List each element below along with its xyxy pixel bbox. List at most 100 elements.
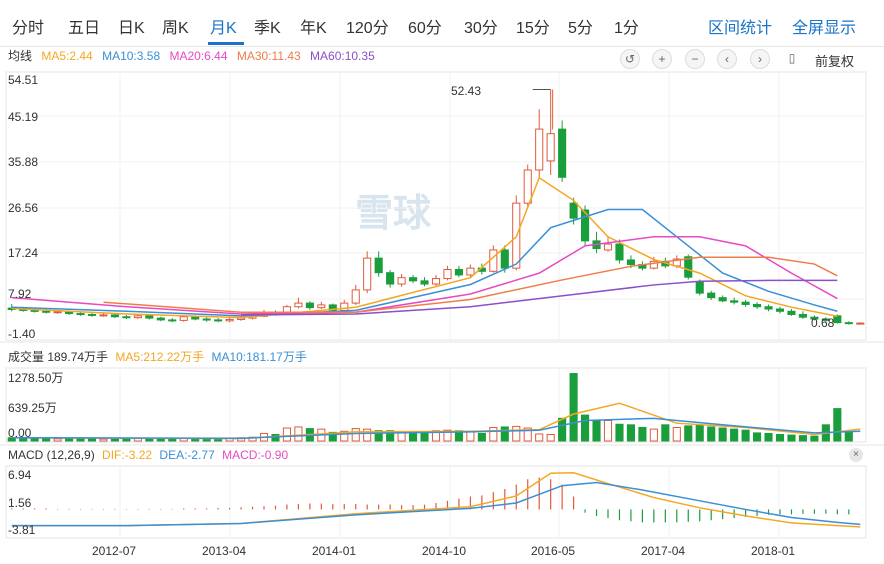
candle-body	[615, 243, 624, 261]
zoom-in-icon[interactable]: +	[652, 49, 672, 69]
candle-body	[695, 281, 704, 294]
candle-body	[581, 209, 590, 242]
candle-body	[730, 300, 739, 303]
adjust-mode-select[interactable]: 前复权	[815, 54, 855, 69]
candle-body	[603, 243, 613, 251]
tab-4[interactable]: 月K	[210, 20, 237, 37]
volume-bar	[122, 438, 131, 442]
candle-body	[214, 319, 223, 322]
tab-0[interactable]: 分时	[12, 20, 45, 37]
candle-body	[707, 292, 716, 299]
volume-bar	[500, 426, 509, 442]
price-axis-label: 17.24	[8, 246, 39, 260]
dea-line	[11, 481, 861, 527]
candle-body	[684, 256, 693, 278]
candle-body	[546, 133, 555, 162]
candle-body	[179, 316, 188, 321]
tab-5[interactable]: 季K	[254, 20, 281, 37]
candle-body	[191, 316, 200, 320]
volume-bar	[672, 427, 681, 442]
volume-bar	[615, 423, 624, 442]
volume-bar	[626, 424, 635, 442]
tab-12[interactable]: 1分	[614, 20, 639, 37]
volume-bar	[30, 437, 39, 442]
candle-body	[133, 315, 142, 319]
ma-line-0	[11, 176, 838, 319]
scroll-right-icon[interactable]: ›	[750, 49, 770, 69]
candle-body	[99, 314, 108, 317]
volume-bar	[844, 431, 853, 442]
volume-bar	[523, 427, 532, 442]
volume-bar	[271, 434, 280, 442]
volume-bar	[798, 435, 807, 442]
tab-8[interactable]: 60分	[408, 20, 442, 37]
candle-body	[340, 302, 349, 311]
candle-body	[87, 313, 97, 316]
volume-bar	[810, 435, 819, 442]
panel-frame	[5, 367, 867, 443]
candle-body	[844, 322, 853, 325]
volume-bar	[477, 432, 486, 442]
ma60-value: MA60:10.35	[310, 49, 375, 63]
volume-bar	[638, 427, 647, 442]
volume-bar	[558, 417, 567, 442]
tab-7[interactable]: 120分	[346, 20, 389, 37]
candle-body	[489, 249, 498, 272]
volume-bar	[328, 431, 337, 442]
volume-bar	[546, 434, 555, 442]
panel-frame	[5, 465, 867, 539]
volume-bar	[581, 414, 590, 442]
dea-value: DEA:-2.77	[159, 448, 215, 462]
price-axis-label: 45.19	[8, 110, 39, 124]
zoom-out-icon[interactable]: −	[685, 49, 705, 69]
volume-legend: 成交量 189.74万手 MA5:212.22万手 MA10:181.17万手	[8, 348, 311, 365]
tab-6[interactable]: 年K	[300, 20, 327, 37]
candle-body	[202, 318, 211, 321]
candle-body	[718, 297, 727, 302]
snowball-watermark: 雪球	[355, 193, 432, 235]
volume-axis-label: 1278.50万	[8, 371, 64, 385]
tab-9[interactable]: 30分	[464, 20, 498, 37]
candle-body	[523, 169, 532, 204]
close-icon[interactable]: ×	[849, 448, 863, 462]
candle-body	[53, 311, 62, 314]
reset-icon[interactable]: ↺	[620, 49, 640, 69]
tab-3[interactable]: 周K	[162, 20, 189, 37]
volume-bar	[512, 425, 521, 442]
candle-body	[374, 257, 383, 274]
volume-bar	[386, 430, 395, 442]
tab-11[interactable]: 5分	[568, 20, 593, 37]
candle-body	[741, 301, 750, 305]
candle-body	[558, 128, 567, 178]
ma-line-4	[241, 279, 838, 316]
scroll-left-icon[interactable]: ‹	[717, 49, 737, 69]
volume-bar	[707, 426, 716, 442]
candle-body	[753, 303, 762, 308]
fullscreen-link[interactable]: 全屏显示	[792, 20, 857, 37]
tab-1[interactable]: 五日	[68, 20, 101, 37]
ma20-value: MA20:6.44	[169, 49, 228, 63]
chart-type-icon[interactable]: ▯	[788, 51, 796, 65]
date-label: 2018-01	[751, 544, 796, 558]
ma-line-3	[103, 256, 838, 313]
candle-body	[397, 277, 406, 285]
candle-body	[317, 304, 326, 309]
tab-2[interactable]: 日K	[118, 20, 145, 37]
date-label: 2014-01	[312, 544, 357, 558]
macd-axis-label: 6.94	[8, 468, 32, 482]
macd-value: MACD:-0.90	[222, 448, 289, 462]
candle-body	[569, 202, 578, 219]
volume-bar	[87, 438, 97, 442]
ma10-value: MA10:3.58	[102, 49, 161, 63]
volume-bar	[661, 424, 670, 442]
candle-body	[420, 280, 429, 285]
ma5-value: MA5:2.44	[41, 49, 93, 63]
date-label: 2016-05	[531, 544, 576, 558]
max-price-label: 52.43	[451, 84, 482, 98]
volume-bar	[775, 434, 785, 442]
candle-body	[42, 310, 51, 313]
tab-10[interactable]: 15分	[516, 20, 550, 37]
range-stats-link[interactable]: 区间统计	[708, 20, 773, 37]
volume-axis-label: 639.25万	[8, 401, 57, 415]
